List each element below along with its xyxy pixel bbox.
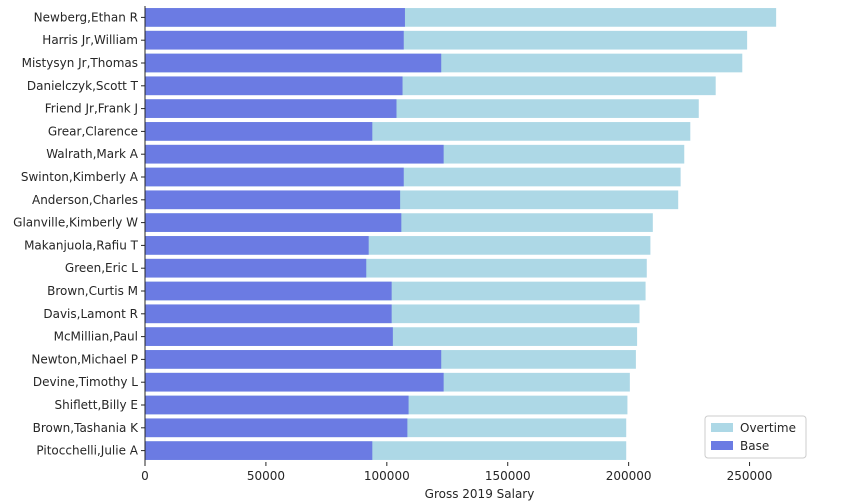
x-tick-label: 150000	[485, 469, 531, 483]
base-bar	[145, 8, 405, 27]
base-bars	[145, 8, 444, 460]
y-tick-label: Danielczyk,Scott T	[27, 79, 139, 93]
x-axis: 0 50000 100000 150000 200000 250000	[141, 462, 772, 483]
y-tick-label: Green,Eric L	[65, 261, 138, 275]
base-bar	[145, 304, 392, 324]
base-bar	[145, 76, 403, 96]
y-tick-label: Pitocchelli,Julie A	[36, 444, 138, 458]
base-bar	[145, 372, 444, 392]
y-tick-label: Makanjuola,Rafiu T	[24, 238, 139, 252]
y-tick-label: Grear,Clarence	[48, 124, 138, 138]
y-tick-label: McMillian,Paul	[54, 330, 138, 344]
y-tick-label: Brown,Curtis M	[47, 284, 138, 298]
base-bar	[145, 281, 392, 301]
y-tick-label: Devine,Timothy L	[33, 375, 138, 389]
base-bar	[145, 30, 404, 50]
y-tick-label: Friend Jr,Frank J	[45, 102, 138, 116]
y-tick-label: Brown,Tashania K	[33, 421, 139, 435]
legend-label-overtime: Overtime	[740, 421, 796, 435]
y-tick-label: Davis,Lamont R	[43, 307, 138, 321]
x-tick-label: 0	[141, 469, 149, 483]
legend-label-base: Base	[740, 439, 769, 453]
base-bar	[145, 395, 409, 415]
base-bar	[145, 122, 373, 141]
y-axis: Newberg,Ethan R Harris Jr,William Mistysyn…	[13, 6, 146, 462]
y-tick-label: Shiflett,Billy E	[55, 398, 138, 412]
y-tick-label: Harris Jr,William	[42, 33, 138, 47]
base-bar	[145, 144, 444, 164]
chart-legend: Overtime Base	[704, 415, 807, 459]
base-bar	[145, 190, 401, 210]
base-bar	[145, 236, 369, 255]
legend-swatch-overtime	[711, 423, 733, 432]
base-bar	[145, 213, 402, 232]
y-tick-label: Anderson,Charles	[32, 193, 138, 207]
y-tick-label: Glanville,Kimberly W	[13, 216, 138, 230]
base-bar	[145, 53, 442, 73]
x-tick-label: 50000	[247, 469, 285, 483]
x-tick-label: 250000	[727, 469, 773, 483]
base-bar	[145, 418, 408, 438]
y-tick-label: Newberg,Ethan R	[34, 10, 138, 24]
x-tick-label: 100000	[364, 469, 410, 483]
y-tick-label: Swinton,Kimberly A	[21, 170, 139, 184]
base-bar	[145, 167, 404, 187]
base-bar	[145, 327, 393, 346]
base-bar	[145, 441, 373, 460]
x-tick-label: 200000	[606, 469, 652, 483]
base-bar	[145, 350, 442, 369]
x-axis-title: Gross 2019 Salary	[425, 487, 535, 501]
overtime-bars	[145, 8, 777, 460]
y-tick-label: Newton,Michael P	[31, 352, 138, 366]
legend-swatch-base	[711, 441, 733, 450]
base-bar	[145, 99, 397, 118]
y-tick-label: Walrath,Mark A	[46, 147, 139, 161]
base-bar	[145, 258, 367, 278]
y-tick-label: Mistysyn Jr,Thomas	[22, 56, 138, 70]
